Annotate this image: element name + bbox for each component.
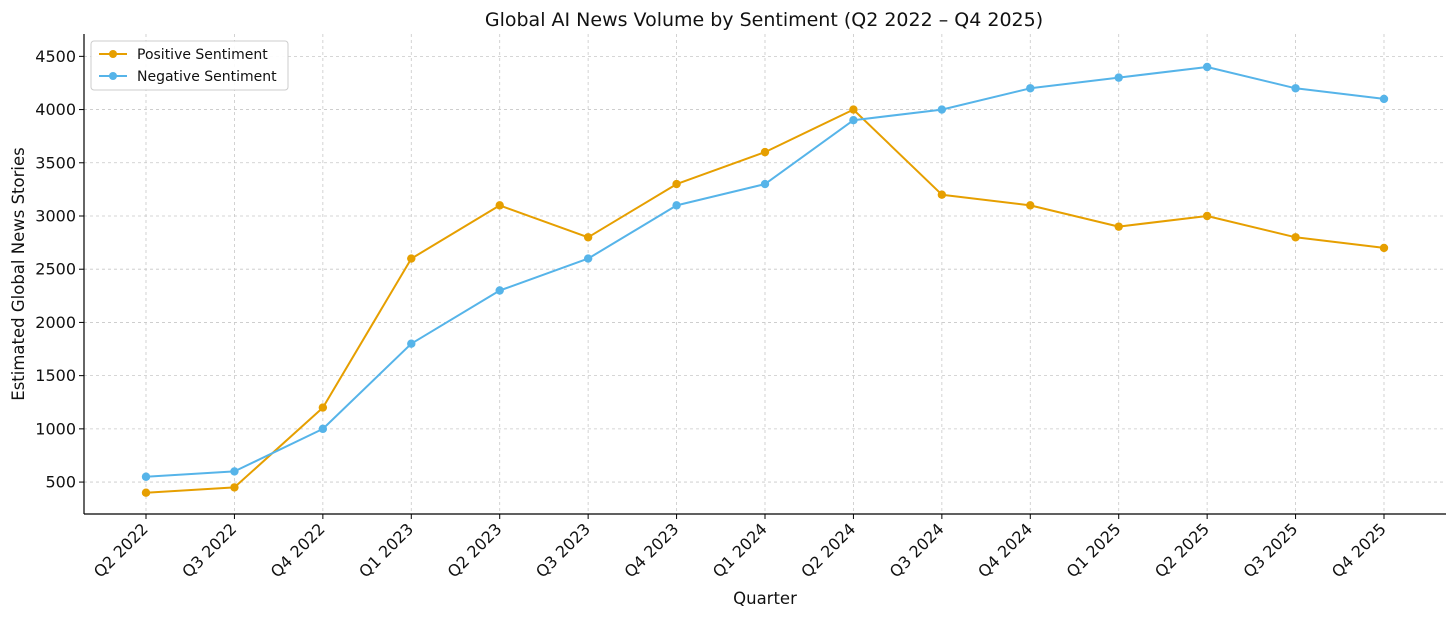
- x-tick-label: Q3 2023: [532, 519, 594, 581]
- data-point-positive: [495, 201, 504, 210]
- chart-title: Global AI News Volume by Sentiment (Q2 2…: [485, 9, 1043, 31]
- y-tick-label: 3500: [35, 153, 76, 172]
- data-point-positive: [1202, 211, 1212, 221]
- y-tick-label: 500: [45, 473, 76, 492]
- x-tick-label: Q4 2024: [974, 519, 1036, 581]
- y-tick-label: 4500: [35, 47, 76, 66]
- data-point-positive: [760, 147, 770, 157]
- series-layer: [141, 62, 1389, 497]
- legend-marker-positive: [109, 50, 117, 58]
- x-tick-label: Q3 2024: [886, 519, 948, 581]
- data-point-negative: [407, 339, 416, 348]
- x-tick-label: Q2 2022: [90, 519, 152, 581]
- data-point-positive: [230, 483, 239, 492]
- data-point-positive: [583, 233, 593, 242]
- legend-label-negative: Negative Sentiment: [137, 69, 277, 85]
- data-point-positive: [318, 403, 328, 412]
- data-point-negative: [318, 424, 328, 434]
- data-point-negative: [583, 254, 593, 263]
- data-point-positive: [407, 254, 416, 263]
- data-point-negative: [1291, 84, 1300, 93]
- x-tick-label: Q2 2025: [1151, 519, 1213, 581]
- legend: Positive Sentiment Negative Sentiment: [90, 40, 289, 91]
- legend-box: [90, 40, 289, 91]
- y-tick-label: 2500: [35, 260, 76, 279]
- x-tick-label: Q4 2025: [1328, 519, 1390, 581]
- y-tick-label: 1500: [35, 366, 76, 385]
- data-point-positive: [1291, 233, 1300, 242]
- data-point-negative: [1026, 84, 1035, 93]
- data-point-negative: [495, 286, 504, 295]
- data-point-negative: [760, 179, 770, 189]
- series-line-negative: [145, 66, 1385, 478]
- data-point-positive: [1026, 201, 1035, 210]
- data-point-negative: [141, 472, 151, 481]
- data-point-negative: [1202, 62, 1212, 72]
- data-point-negative: [1114, 73, 1123, 82]
- y-tick-label: 3000: [35, 206, 76, 225]
- data-point-positive: [1114, 222, 1123, 231]
- x-ticks: Q2 2022 Q3 2022 Q4 2022 Q1 2023 Q2 2023 Q3 20…: [90, 514, 1390, 581]
- x-tick-label: Q3 2022: [178, 519, 240, 581]
- x-tick-label: Q1 2024: [709, 519, 771, 581]
- data-point-positive: [672, 179, 681, 189]
- data-point-positive: [849, 105, 858, 114]
- data-point-positive: [937, 190, 947, 199]
- x-tick-label: Q1 2025: [1063, 519, 1125, 581]
- y-axis-label: Estimated Global News Stories: [9, 147, 28, 400]
- x-tick-label: Q4 2022: [267, 519, 329, 581]
- data-point-negative: [937, 105, 947, 114]
- legend-marker-negative: [109, 72, 117, 80]
- y-tick-label: 4000: [35, 100, 76, 119]
- y-tick-label: 2000: [35, 313, 76, 332]
- data-point-negative: [672, 201, 681, 210]
- y-tick-label: 1000: [35, 419, 76, 438]
- data-point-negative: [230, 467, 239, 476]
- data-point-negative: [1379, 94, 1389, 104]
- x-tick-label: Q4 2023: [620, 519, 682, 581]
- legend-label-positive: Positive Sentiment: [137, 47, 268, 63]
- x-tick-label: Q2 2024: [797, 519, 859, 581]
- data-point-positive: [141, 488, 151, 497]
- x-tick-label: Q2 2023: [444, 519, 506, 581]
- x-tick-label: Q1 2023: [355, 519, 417, 581]
- data-point-negative: [849, 116, 858, 125]
- data-point-positive: [1379, 243, 1389, 253]
- grid-layer: [84, 34, 1446, 514]
- x-axis-label: Quarter: [733, 589, 797, 608]
- y-ticks: 500 1000 1500 2000 2500 3000 3500 4000 4500: [35, 47, 84, 492]
- x-tick-label: Q3 2025: [1239, 519, 1301, 581]
